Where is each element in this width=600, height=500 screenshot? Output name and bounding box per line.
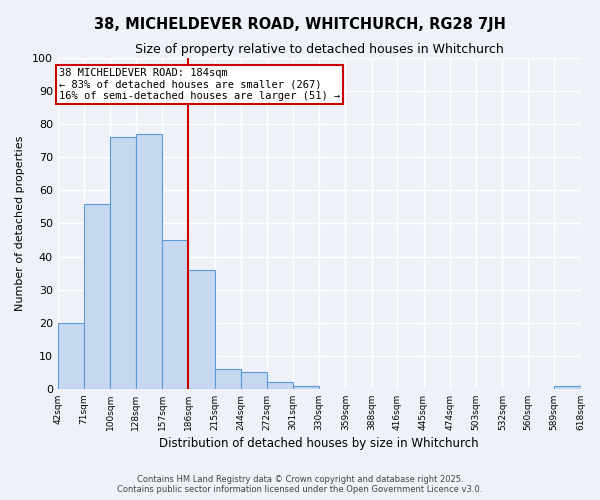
Bar [266, 382, 293, 389]
X-axis label: Distribution of detached houses by size in Whitchurch: Distribution of detached houses by size … [160, 437, 479, 450]
Bar [84, 204, 110, 389]
Text: 38, MICHELDEVER ROAD, WHITCHURCH, RG28 7JH: 38, MICHELDEVER ROAD, WHITCHURCH, RG28 7… [94, 18, 506, 32]
Bar [58, 322, 84, 389]
Title: Size of property relative to detached houses in Whitchurch: Size of property relative to detached ho… [135, 42, 503, 56]
Bar [136, 134, 162, 389]
Bar [215, 369, 241, 389]
Y-axis label: Number of detached properties: Number of detached properties [15, 136, 25, 311]
Bar [241, 372, 266, 389]
Bar [162, 240, 188, 389]
Bar [188, 270, 215, 389]
Text: 38 MICHELDEVER ROAD: 184sqm
← 83% of detached houses are smaller (267)
16% of se: 38 MICHELDEVER ROAD: 184sqm ← 83% of det… [59, 68, 340, 101]
Text: Contains HM Land Registry data © Crown copyright and database right 2025.
Contai: Contains HM Land Registry data © Crown c… [118, 474, 482, 494]
Bar [554, 386, 581, 389]
Bar [293, 386, 319, 389]
Bar [110, 138, 136, 389]
